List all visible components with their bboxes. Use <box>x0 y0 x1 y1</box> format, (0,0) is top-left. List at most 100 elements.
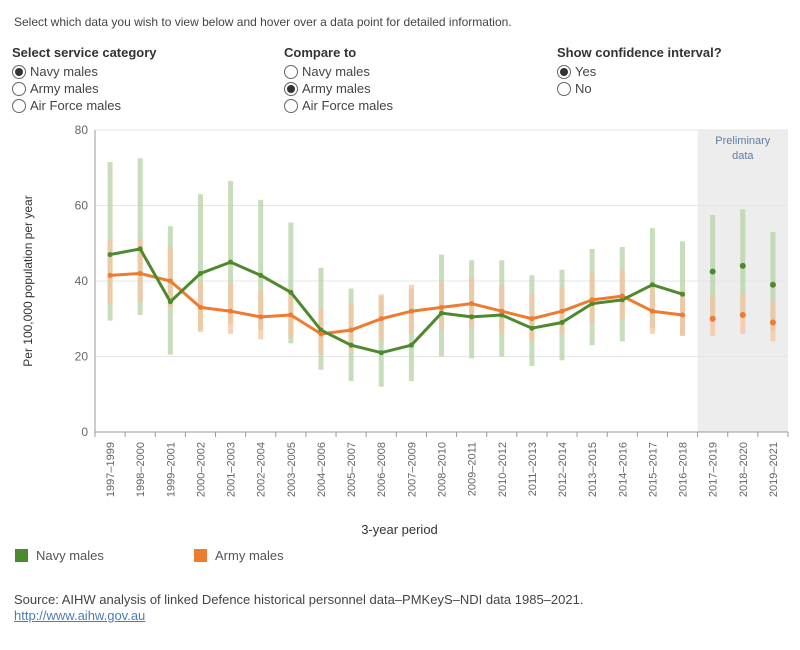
x-tick-label: 2017–2019 <box>708 442 720 497</box>
data-point <box>228 259 234 265</box>
tick-labels: 0 20 40 60 80 1997–1999 1998–2000 1999–2001 2000… <box>75 123 780 497</box>
y-tick-label: 60 <box>75 199 89 213</box>
radio-icon[interactable] <box>284 64 298 79</box>
legend-navy-swatch <box>15 549 28 562</box>
ci-bar <box>228 180 234 325</box>
option-label: Navy males <box>302 64 370 79</box>
option-label: Air Force males <box>302 98 394 113</box>
data-point <box>197 304 203 310</box>
compare-navy-males-option[interactable]: Navy males <box>284 63 393 80</box>
legend-army: Army males <box>194 548 284 563</box>
legend-navy: Navy males <box>15 548 104 563</box>
radio-icon[interactable] <box>284 81 298 96</box>
data-point <box>348 342 354 348</box>
compare-to-group: Compare to Navy males Army males Air For… <box>284 45 393 114</box>
data-point <box>318 331 324 337</box>
data-point <box>469 314 475 320</box>
service-army-males-option[interactable]: Army males <box>12 80 157 97</box>
radio-icon[interactable] <box>557 81 571 96</box>
data-point <box>499 308 505 314</box>
x-tick-label: 2009–2011 <box>467 442 479 496</box>
compare-to-title: Compare to <box>284 45 357 60</box>
aihw-link[interactable]: http://www.aihw.gov.au <box>14 608 146 623</box>
x-tick-label: 1999–2001 <box>165 442 177 497</box>
data-point <box>137 270 143 276</box>
service-air-force-males-option[interactable]: Air Force males <box>12 97 157 114</box>
x-tick-label: 2013–2015 <box>587 442 599 497</box>
y-tick-label: 40 <box>75 274 89 288</box>
data-point <box>348 327 354 333</box>
x-tick-label: 2003–2005 <box>286 442 298 497</box>
x-tick-label: 2002–2004 <box>256 442 268 497</box>
option-label: Yes <box>575 64 597 79</box>
ci-bar <box>408 288 414 382</box>
compare-air-force-males-option[interactable]: Air Force males <box>284 97 393 114</box>
data-point <box>559 308 565 314</box>
confidence-no-option[interactable]: No <box>557 80 722 97</box>
y-tick-label: 0 <box>81 425 88 439</box>
ci-bar <box>649 228 655 329</box>
data-point <box>228 308 234 314</box>
y-tick-label: 80 <box>75 123 89 137</box>
data-point <box>709 315 716 322</box>
ci-bar <box>167 247 173 308</box>
option-label: Navy males <box>30 64 98 79</box>
data-point <box>469 301 475 307</box>
legend-navy-label: Navy males <box>36 548 104 563</box>
x-tick-label: 2010–2012 <box>497 442 509 497</box>
data-point <box>258 314 264 320</box>
ci-bar <box>740 209 746 315</box>
data-point <box>649 282 655 288</box>
data-point <box>739 262 746 269</box>
axes <box>94 130 789 437</box>
data-point <box>288 289 294 295</box>
ci-bar <box>378 296 384 387</box>
legend-army-swatch <box>194 549 207 562</box>
option-label: Air Force males <box>30 98 122 113</box>
x-tick-label: 2008–2010 <box>437 442 449 497</box>
radio-icon[interactable] <box>557 64 571 79</box>
rate-line-chart: 0 20 40 60 80 1997–1999 1998–2000 1999–2001 2000… <box>21 123 789 537</box>
data-point <box>619 293 625 299</box>
data-point <box>709 268 716 275</box>
data-point <box>439 310 444 316</box>
radio-icon[interactable] <box>12 64 26 79</box>
radio-icon[interactable] <box>12 98 26 113</box>
data-point <box>680 291 686 297</box>
x-axis-label: 3-year period <box>361 522 438 537</box>
ci-bar <box>710 214 716 321</box>
series-points <box>107 246 776 356</box>
x-tick-label: 2018–2020 <box>738 442 750 497</box>
service-category-group: Select service category Navy males Army … <box>12 45 157 114</box>
ci-bar <box>770 231 776 331</box>
confidence-yes-option[interactable]: Yes <box>557 63 722 80</box>
instructions-text: Select which data you wish to view below… <box>14 15 512 29</box>
option-label: No <box>575 81 592 96</box>
ci-bar <box>288 222 294 344</box>
option-label: Army males <box>30 81 99 96</box>
y-axis-label: Per 100,000 population per year <box>21 195 35 366</box>
radio-icon[interactable] <box>12 81 26 96</box>
source-note: Source: AIHW analysis of linked Defence … <box>14 592 584 607</box>
service-navy-males-option[interactable]: Navy males <box>12 63 157 80</box>
x-tick-label: 2015–2017 <box>647 442 659 497</box>
option-label: Army males <box>302 81 371 96</box>
data-point <box>499 312 505 318</box>
ci-bar <box>137 239 143 302</box>
radio-icon[interactable] <box>284 98 298 113</box>
x-tick-label: 2005–2007 <box>346 442 358 497</box>
data-point <box>529 325 535 331</box>
series-line <box>109 271 683 336</box>
x-tick-label: 1998–2000 <box>135 442 147 497</box>
data-point <box>378 350 384 356</box>
x-tick-label: 2004–2006 <box>316 442 328 497</box>
ci-bar <box>107 239 113 304</box>
data-point <box>408 342 414 348</box>
data-point <box>589 301 595 307</box>
x-tick-label: 2019–2021 <box>768 442 780 497</box>
data-point <box>589 297 595 303</box>
x-tick-label: 2014–2016 <box>617 442 629 497</box>
data-point <box>378 316 384 322</box>
compare-army-males-option[interactable]: Army males <box>284 80 393 97</box>
service-category-title: Select service category <box>12 45 157 60</box>
